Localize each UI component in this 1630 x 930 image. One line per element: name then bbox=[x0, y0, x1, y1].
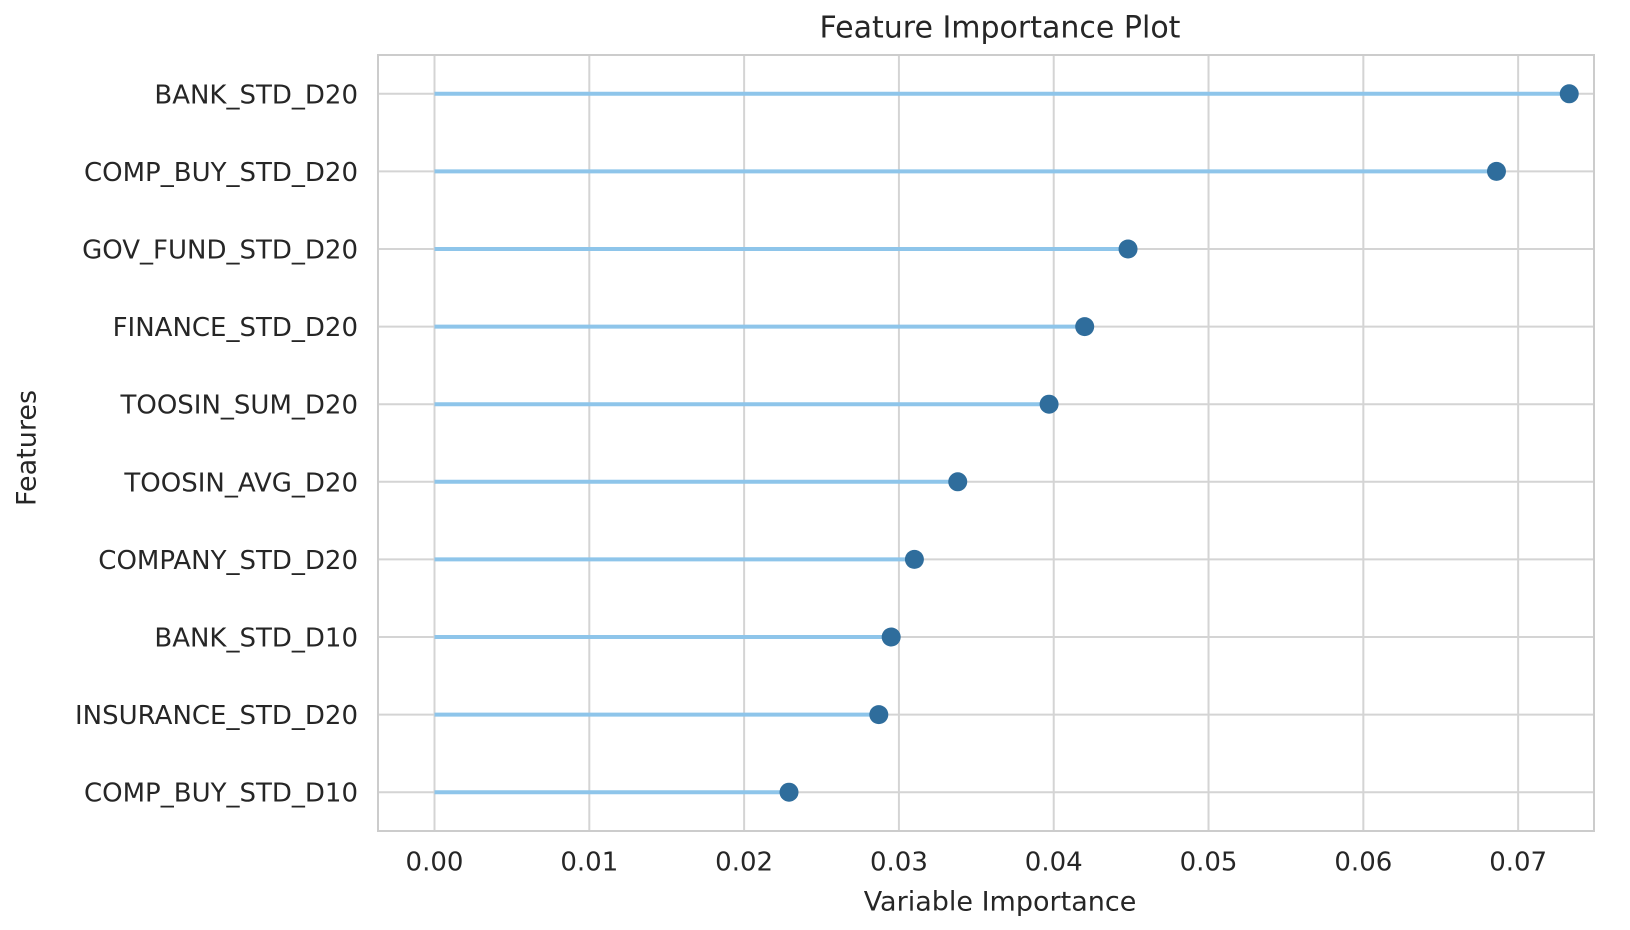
chart-title: Feature Importance Plot bbox=[820, 11, 1181, 46]
x-tick-label: 0.01 bbox=[560, 848, 618, 878]
y-tick-label: BANK_STD_D20 bbox=[154, 80, 358, 110]
x-tick-label: 0.07 bbox=[1489, 848, 1547, 878]
dot bbox=[948, 472, 968, 492]
y-tick-label: FINANCE_STD_D20 bbox=[113, 313, 358, 343]
x-tick-label: 0.04 bbox=[1025, 848, 1083, 878]
dot bbox=[1486, 161, 1506, 181]
x-tick-label: 0.02 bbox=[715, 848, 773, 878]
dot bbox=[1118, 239, 1138, 259]
y-tick-label: COMP_BUY_STD_D10 bbox=[84, 779, 358, 809]
y-axis-label: Features bbox=[12, 390, 43, 506]
y-tick-label: INSURANCE_STD_D20 bbox=[75, 701, 358, 731]
dot bbox=[904, 549, 924, 569]
x-tick-label: 0.05 bbox=[1180, 848, 1238, 878]
y-tick-label: COMPANY_STD_D20 bbox=[98, 546, 358, 576]
dot bbox=[779, 782, 799, 802]
dot bbox=[869, 705, 889, 725]
plot-frame bbox=[377, 54, 1595, 832]
x-axis-label: Variable Importance bbox=[864, 887, 1137, 918]
dot bbox=[1075, 317, 1095, 337]
dot bbox=[881, 627, 901, 647]
x-tick-label: 0.00 bbox=[406, 848, 464, 878]
y-tick-label: GOV_FUND_STD_D20 bbox=[82, 236, 358, 266]
y-tick-label: BANK_STD_D10 bbox=[154, 624, 358, 654]
x-tick-label: 0.03 bbox=[870, 848, 928, 878]
dot bbox=[1039, 394, 1059, 414]
dot bbox=[1559, 84, 1579, 104]
y-tick-label: COMP_BUY_STD_D20 bbox=[84, 158, 358, 188]
y-tick-label: TOOSIN_SUM_D20 bbox=[119, 391, 358, 421]
y-tick-label: TOOSIN_AVG_D20 bbox=[123, 468, 358, 498]
x-tick-label: 0.06 bbox=[1334, 848, 1392, 878]
